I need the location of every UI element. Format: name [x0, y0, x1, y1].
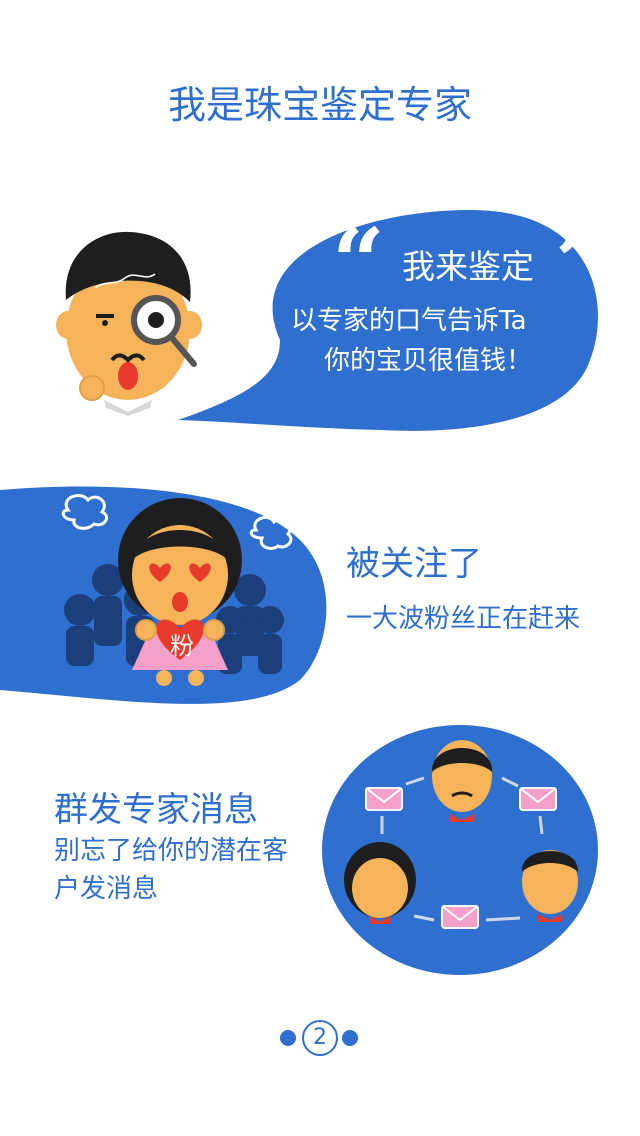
- crowd-silhouettes: [64, 564, 284, 674]
- envelope-icon: [441, 905, 479, 929]
- page-indicator[interactable]: 2: [0, 1020, 640, 1056]
- envelope-icon: [365, 787, 403, 811]
- section3-title: 群发专家消息: [54, 790, 258, 830]
- envelope-icon: [519, 787, 557, 811]
- girl-avatar: [344, 842, 416, 924]
- section1-illustration: [56, 210, 598, 431]
- bubble-line-1: 以专家的口气告诉Ta: [291, 306, 527, 336]
- fan-girl-avatar: [118, 498, 242, 686]
- bubble-line-2: 你的宝贝很值钱！: [324, 346, 533, 376]
- cloud-icon: [61, 494, 293, 550]
- close-quote-icon: ”: [555, 208, 608, 316]
- heart-label: 粉: [170, 632, 194, 660]
- page-dot[interactable]: [342, 1030, 358, 1046]
- section3-subtitle-line-1: 别忘了给你的潜在客: [54, 836, 289, 866]
- section2-subtitle: 一大波粉丝正在赶来: [346, 604, 581, 634]
- section3-subtitle-line-2: 户发消息: [54, 874, 159, 904]
- open-quote-icon: “: [332, 208, 385, 316]
- page-dot[interactable]: [280, 1030, 296, 1046]
- speech-bubble: [178, 210, 598, 431]
- boy-avatar: [521, 850, 579, 922]
- page-dot-current[interactable]: 2: [302, 1020, 338, 1056]
- arrow-icon: [380, 776, 544, 922]
- page-title: 我是珠宝鉴定专家: [167, 83, 472, 127]
- heart-icon: [156, 619, 204, 660]
- heart-eye-right: [189, 563, 211, 582]
- section2-title: 被关注了: [346, 544, 482, 584]
- magnifier-icon: [131, 295, 197, 367]
- section2-illustration: [0, 486, 327, 704]
- bubble-title: 我来鉴定: [402, 247, 534, 286]
- section3-illustration: [322, 725, 598, 975]
- heart-eye-left: [149, 563, 171, 582]
- expert-avatar-small: [431, 740, 493, 822]
- expert-avatar: [56, 231, 202, 416]
